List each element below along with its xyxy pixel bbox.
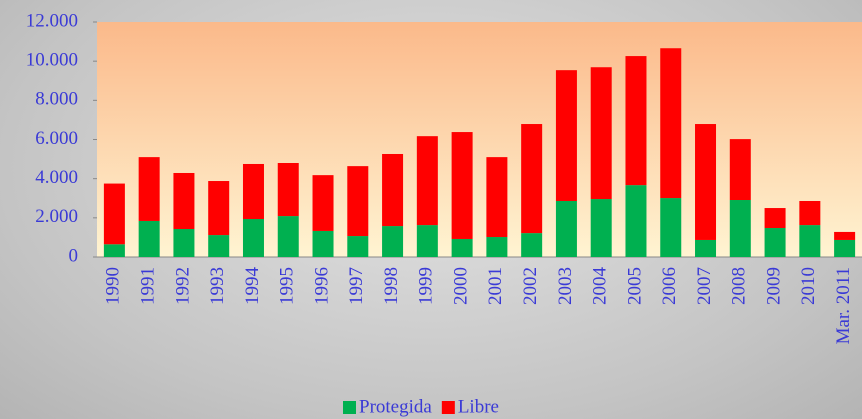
bar-segment — [416, 136, 438, 226]
bar-segment — [834, 239, 856, 257]
bar-segment — [347, 166, 369, 237]
bar-segment — [555, 200, 577, 257]
x-tick-label: 1992 — [172, 267, 193, 305]
bar-segment — [555, 70, 577, 201]
bar-segment — [347, 236, 369, 257]
x-tick-label: 1997 — [346, 267, 367, 305]
x-tick-label: Mar. 2011 — [833, 267, 854, 344]
x-tick-label: 2002 — [520, 267, 541, 305]
bar-segment — [382, 226, 404, 257]
bar-segment — [590, 67, 612, 200]
bar-segment — [590, 199, 612, 257]
bar-segment — [277, 216, 299, 257]
x-tick-label: 2009 — [763, 267, 784, 305]
legend-swatch — [343, 401, 356, 414]
x-tick-label: 1994 — [242, 267, 263, 306]
y-tick-label: 2.000 — [35, 206, 78, 227]
bar-segment — [660, 198, 682, 257]
y-tick-label: 10.000 — [26, 50, 78, 71]
bar-segment — [382, 153, 404, 227]
x-tick-label: 2010 — [798, 267, 819, 305]
y-tick-label: 8.000 — [35, 89, 78, 110]
x-tick-label: 2001 — [485, 267, 506, 305]
x-tick-label: 1998 — [381, 267, 402, 305]
bar-segment — [242, 163, 264, 220]
bar-segment — [625, 185, 647, 257]
bar-segment — [486, 157, 508, 238]
bar-segment — [521, 233, 543, 257]
bar-segment — [208, 181, 230, 236]
x-tick-label: 2006 — [659, 267, 680, 305]
x-tick-label: 1990 — [103, 267, 124, 305]
x-tick-label: 2000 — [450, 267, 471, 305]
bar-segment — [660, 48, 682, 199]
legend-label: Libre — [458, 396, 499, 417]
x-tick-label: 2007 — [694, 267, 715, 305]
bar-segment — [729, 139, 751, 201]
bar-segment — [451, 132, 473, 239]
x-tick-label: 2008 — [729, 267, 750, 305]
bar-segment — [625, 56, 647, 186]
x-tick-label: 1999 — [416, 267, 437, 305]
bar-segment — [695, 124, 717, 240]
bar-segment — [103, 244, 125, 257]
bar-segment — [834, 231, 856, 240]
bar-segment — [416, 225, 438, 257]
bar-segment — [521, 124, 543, 234]
bar-segment — [138, 157, 160, 221]
bar-segment — [173, 172, 195, 229]
bar-segment — [799, 225, 821, 257]
x-tick-label: 1991 — [138, 267, 159, 305]
bar-segment — [208, 235, 230, 257]
y-tick-label: 6.000 — [35, 128, 78, 149]
y-tick-label: 12.000 — [26, 10, 78, 31]
bar-segment — [764, 208, 786, 229]
bar-segment — [729, 200, 751, 257]
bar-segment — [312, 230, 334, 257]
bar-segment — [799, 200, 821, 226]
x-tick-label: 2004 — [590, 267, 611, 306]
bar-segment — [138, 220, 160, 257]
x-tick-label: 1996 — [311, 267, 332, 305]
bar-segment — [277, 163, 299, 217]
legend-swatch — [441, 401, 455, 414]
x-tick-label: 1993 — [207, 267, 228, 305]
bar-segment — [242, 219, 264, 257]
x-tick-label: 2005 — [624, 267, 645, 305]
x-tick-label: 1995 — [277, 267, 298, 305]
y-tick-label: 4.000 — [35, 167, 78, 188]
legend-label: Protegida — [359, 396, 432, 417]
bar-segment — [173, 228, 195, 257]
bar-segment — [103, 183, 125, 245]
bar-segment — [695, 239, 717, 257]
y-tick-label: 0 — [69, 245, 79, 266]
bar-segment — [764, 228, 786, 257]
x-tick-label: 2003 — [555, 267, 576, 305]
bar-segment — [451, 238, 473, 257]
bar-segment — [486, 237, 508, 257]
bar-segment — [312, 175, 334, 231]
